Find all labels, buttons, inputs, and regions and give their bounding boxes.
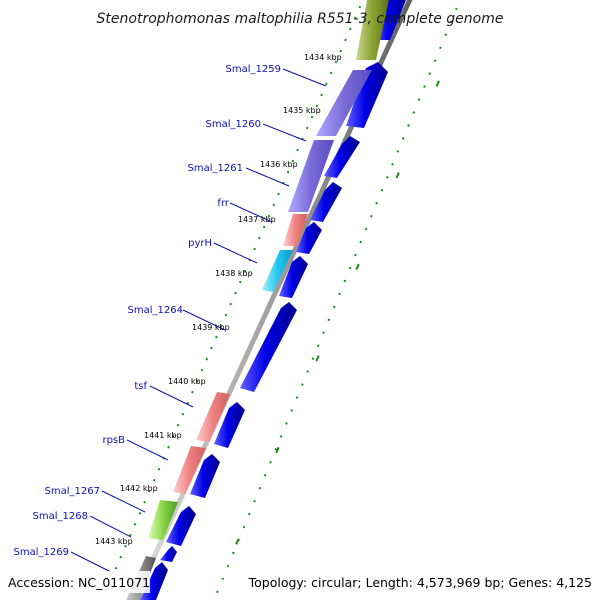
gene-label-smal-1268[interactable]: Smal_1268	[33, 511, 88, 522]
leader-rpsB	[126, 439, 169, 461]
leader-tsf	[149, 385, 194, 408]
leader-pyrH	[213, 242, 258, 264]
tick-label: 1437 kbp	[238, 215, 276, 224]
gene-pyrH-bar[interactable]	[262, 250, 293, 292]
gene-arrow[interactable]	[324, 136, 360, 178]
leader-smal-1259	[282, 68, 327, 87]
gene-label-smal-1260[interactable]: Smal_1260	[206, 119, 261, 130]
gene-arrow[interactable]	[296, 222, 322, 254]
tick-label: 1439 kbp	[192, 323, 230, 332]
tick-label: 1434 kbp	[304, 53, 342, 62]
gene-rpsB-bar[interactable]	[173, 446, 206, 494]
tick-label: 1436 kbp	[260, 160, 298, 169]
tick-label: 1440 kbp	[168, 377, 206, 386]
gene-smal-1260-bar[interactable]	[288, 140, 334, 212]
footer-backdrop-right	[258, 571, 598, 593]
tick-label: 1435 kbp	[283, 106, 321, 115]
gene-arrow[interactable]	[214, 402, 245, 448]
topology-label: Topology: circular; Length: 4,573,969 bp…	[248, 575, 592, 590]
gene-smal-1259-bar[interactable]	[316, 70, 372, 136]
gene-arrow[interactable]	[346, 62, 388, 128]
gene-olive[interactable]	[356, 0, 390, 60]
gene-label-smal-1264[interactable]: Smal_1264	[128, 305, 183, 316]
leader-smal-1264	[182, 309, 226, 331]
gene-arrow[interactable]	[160, 546, 177, 562]
gene-label-smal-1261[interactable]: Smal_1261	[188, 163, 243, 174]
gene-frr-bar[interactable]	[283, 214, 308, 246]
map-title: Stenotrophomonas maltophilia R551-3, com…	[97, 11, 504, 27]
gene-label-tsf[interactable]: tsf	[134, 381, 147, 392]
gene-smal-1267-bar[interactable]	[148, 500, 178, 540]
scale-dotted-line	[212, 0, 462, 600]
gene-label-smal-1269[interactable]: Smal_1269	[14, 547, 69, 558]
gene-arrow[interactable]	[310, 182, 342, 222]
tick-label: 1438 kbp	[215, 269, 253, 278]
leader-smal-1267	[101, 490, 146, 513]
gene-label-smal-1267[interactable]: Smal_1267	[45, 486, 100, 497]
gene-labels: Smal_1259 Smal_1260 Smal_1261 frr pyrH S…	[14, 64, 281, 558]
gene-label-frr[interactable]: frr	[217, 198, 229, 209]
gene-leader-lines	[70, 68, 327, 574]
accession-label: Accession: NC_011071	[8, 575, 150, 590]
leader-smal-1260	[262, 123, 307, 142]
gene-label-rpsB[interactable]: rpsB	[102, 435, 125, 446]
leader-frr	[229, 202, 273, 223]
tick-label: 1443 kbp	[95, 537, 133, 546]
tick-label: 1441 kbp	[144, 431, 182, 440]
gene-tsf-bar[interactable]	[196, 392, 230, 442]
leader-smal-1261	[245, 167, 290, 187]
inner-tick-line	[101, 0, 364, 600]
footer-backdrop-left	[4, 571, 150, 593]
kbp-labels: 1434 kbp 1435 kbp 1436 kbp 1437 kbp 1438…	[95, 53, 342, 546]
gene-label-pyrH[interactable]: pyrH	[188, 238, 212, 249]
gene-arrow[interactable]	[279, 256, 308, 298]
tick-label: 1442 kbp	[120, 484, 158, 493]
leader-smal-1268	[89, 515, 132, 538]
gene-arrow[interactable]	[166, 506, 196, 546]
gene-arrow[interactable]	[240, 302, 297, 392]
leader-smal-1269	[70, 551, 114, 574]
gene-label-smal-1259[interactable]: Smal_1259	[226, 64, 281, 75]
gene-arrow[interactable]	[190, 454, 220, 498]
reverse-strand-genes	[126, 0, 390, 600]
